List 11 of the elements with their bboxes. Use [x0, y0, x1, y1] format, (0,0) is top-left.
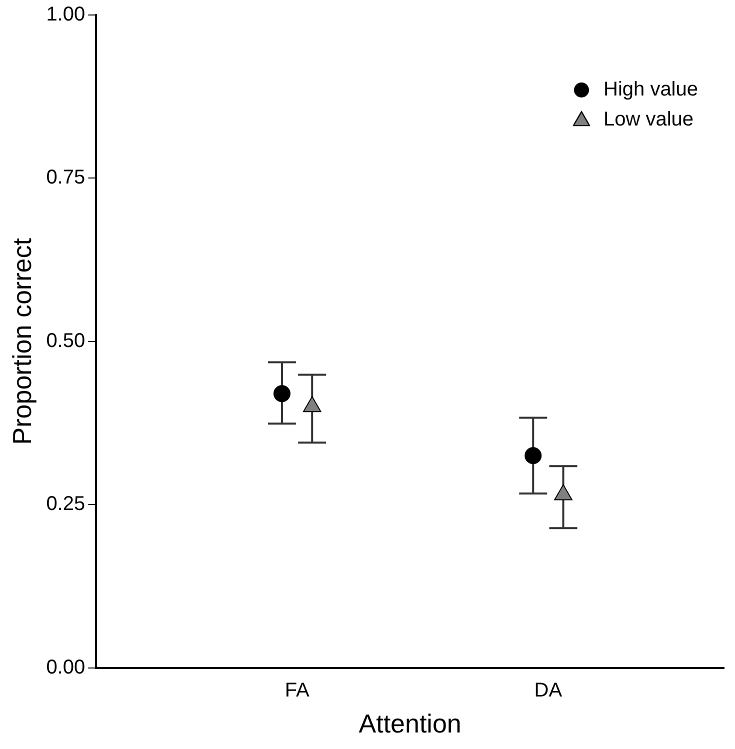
legend-label: Low value	[604, 108, 694, 131]
y-axis-title: Proportion correct	[6, 237, 37, 445]
y-tick-label: 1.00	[46, 4, 86, 26]
y-tick-label: 0.00	[46, 656, 86, 678]
legend-label: High value	[604, 78, 698, 101]
x-tick-label: FA	[284, 679, 310, 702]
y-tick-label: 0.25	[46, 493, 86, 516]
y-tick-label: 0.75	[46, 166, 86, 189]
x-tick-label: DA	[534, 679, 563, 702]
x-axis-title: Attention	[358, 708, 462, 739]
y-tick-label: 0.50	[46, 330, 86, 352]
